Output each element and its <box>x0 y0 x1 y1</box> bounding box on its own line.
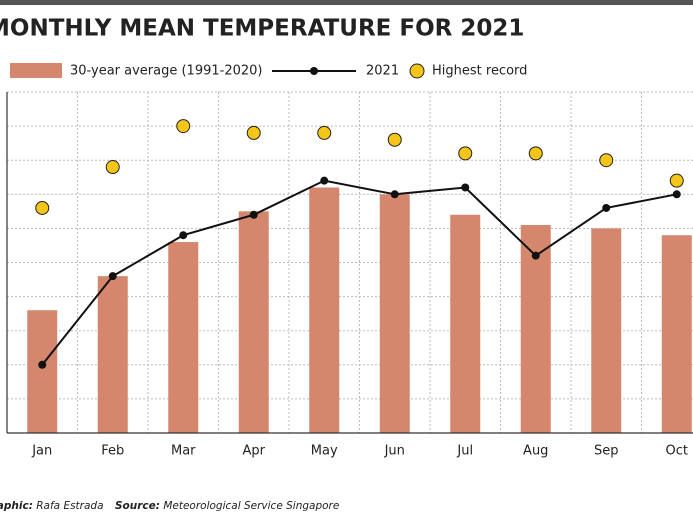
record-dot <box>599 153 614 168</box>
top-rule <box>0 0 693 5</box>
line <box>41 179 677 366</box>
line-point <box>531 251 540 260</box>
x-tick-label: Oct <box>666 444 688 459</box>
line-point <box>179 231 188 240</box>
record-dot <box>387 132 402 147</box>
x-tick-label: Feb <box>101 444 124 459</box>
x-tick-label: Jun <box>384 444 405 459</box>
record-dot <box>458 146 473 161</box>
x-tick-label: Jul <box>456 444 473 459</box>
legend-swatch-bar <box>10 63 62 78</box>
bar <box>97 276 128 433</box>
bar <box>168 242 199 433</box>
bar <box>661 235 692 433</box>
x-tick-label: Jan <box>31 444 52 459</box>
line-point <box>249 210 258 219</box>
credit: Graphic: Rafa Estrada <box>0 500 104 512</box>
legend-label: 30-year average (1991-2020) <box>70 64 263 79</box>
legend-label: 2021 <box>366 64 399 79</box>
credit-value: Rafa Estrada <box>36 500 103 512</box>
record-dot <box>105 160 120 175</box>
record-dot <box>35 200 50 215</box>
legend-swatch-dot <box>310 67 318 75</box>
bar <box>238 211 269 433</box>
credit-label: Graphic: <box>0 500 33 512</box>
source: Source: Meteorological Service Singapore <box>115 500 339 512</box>
x-tick-label: Apr <box>243 444 266 459</box>
x-tick-label: Sep <box>594 444 619 459</box>
record-dot <box>176 119 191 134</box>
line-point <box>672 190 681 199</box>
bar <box>309 187 340 433</box>
x-tick-label: Aug <box>523 444 548 459</box>
line-point <box>602 203 611 212</box>
x-tick-label: Mar <box>171 444 196 459</box>
line-point <box>320 176 329 185</box>
line-point <box>390 190 399 199</box>
bar <box>379 194 410 433</box>
record-dot <box>317 125 332 140</box>
line-point <box>38 360 47 369</box>
legend-swatch-dot <box>409 63 425 79</box>
record-dot <box>246 125 261 140</box>
legend-label: Highest record <box>432 64 527 79</box>
x-tick-label: May <box>311 444 338 459</box>
chart-title: MONTHLY MEAN TEMPERATURE FOR 2021 <box>0 16 524 42</box>
record-dot <box>669 173 684 188</box>
bar <box>591 228 622 433</box>
line-point <box>461 183 470 192</box>
record-dot <box>528 146 543 161</box>
line-point <box>108 272 117 281</box>
bar <box>27 310 58 433</box>
source-label: Source: <box>115 500 160 512</box>
source-value: Meteorological Service Singapore <box>163 500 339 512</box>
bar <box>450 214 481 433</box>
plot: Jan Feb Mar Apr May Jun Jul Aug Sep Oct <box>6 91 693 459</box>
